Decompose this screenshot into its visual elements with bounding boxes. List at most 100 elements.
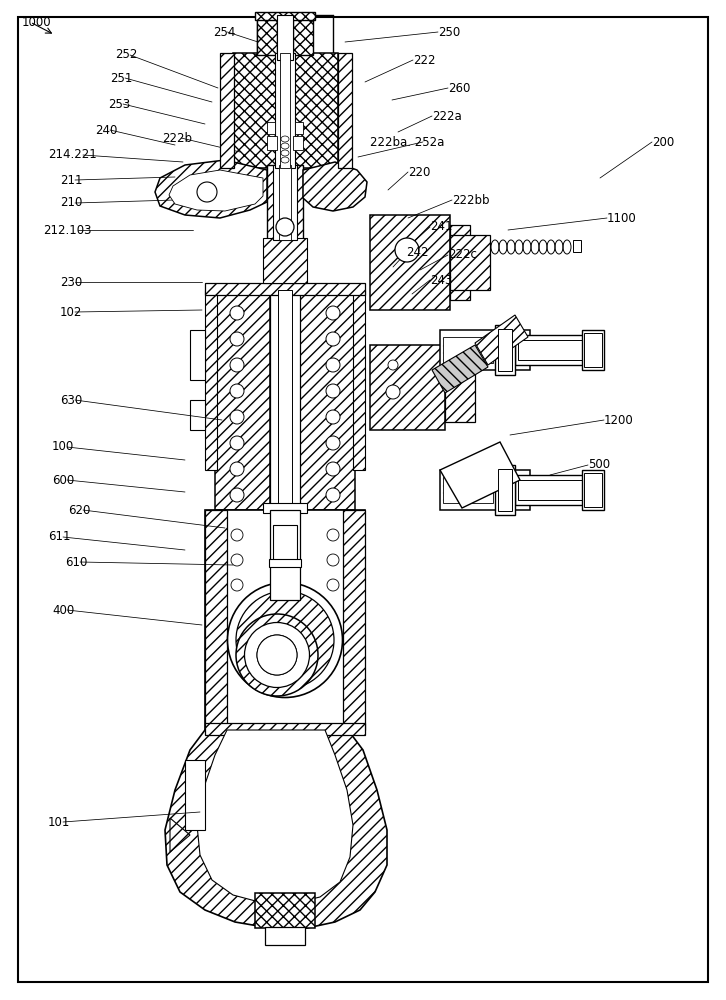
Bar <box>353 290 365 470</box>
Text: 222: 222 <box>413 53 436 66</box>
Polygon shape <box>440 442 520 508</box>
Bar <box>267 136 277 150</box>
Bar <box>445 357 475 422</box>
Polygon shape <box>197 730 353 903</box>
Text: 222b: 222b <box>162 131 192 144</box>
Text: 222a: 222a <box>432 109 462 122</box>
Bar <box>263 503 307 513</box>
Circle shape <box>276 218 294 236</box>
Bar <box>205 723 365 735</box>
Bar <box>295 122 303 134</box>
Bar <box>584 473 602 507</box>
Circle shape <box>327 529 339 541</box>
Bar <box>450 235 490 290</box>
Bar <box>582 330 604 370</box>
Circle shape <box>327 579 339 591</box>
Bar <box>279 165 291 240</box>
Bar <box>338 53 352 168</box>
Circle shape <box>326 410 340 424</box>
Circle shape <box>326 306 340 320</box>
Circle shape <box>326 384 340 398</box>
Polygon shape <box>170 818 190 852</box>
Bar <box>215 290 270 510</box>
Bar <box>263 238 307 283</box>
Circle shape <box>230 332 244 346</box>
Circle shape <box>230 462 244 476</box>
Text: 500: 500 <box>588 458 610 472</box>
Bar <box>495 465 515 515</box>
Text: 260: 260 <box>448 82 470 95</box>
Bar <box>273 165 297 240</box>
Bar <box>205 510 365 730</box>
Text: 630: 630 <box>60 393 82 406</box>
Bar <box>515 335 585 365</box>
Bar <box>293 136 303 150</box>
Ellipse shape <box>227 582 343 698</box>
Circle shape <box>230 306 244 320</box>
Text: 220: 220 <box>408 165 431 178</box>
Polygon shape <box>155 160 267 218</box>
Bar <box>270 290 300 510</box>
Text: 252: 252 <box>115 48 137 62</box>
Bar <box>220 53 234 168</box>
Circle shape <box>197 182 217 202</box>
Text: 253: 253 <box>108 98 130 110</box>
Bar <box>518 340 582 360</box>
Bar <box>343 510 365 730</box>
Bar <box>370 215 450 310</box>
Bar <box>450 225 470 300</box>
Text: 250: 250 <box>438 25 460 38</box>
Circle shape <box>326 488 340 502</box>
Bar <box>443 477 493 503</box>
Circle shape <box>386 385 400 399</box>
Circle shape <box>230 436 244 450</box>
Circle shape <box>395 238 419 262</box>
Polygon shape <box>432 345 488 393</box>
Circle shape <box>230 384 244 398</box>
Text: 600: 600 <box>52 474 74 487</box>
Text: 254: 254 <box>213 25 235 38</box>
Text: 243: 243 <box>430 273 452 286</box>
Bar <box>265 927 305 945</box>
Text: 222ba. 252a: 222ba. 252a <box>370 135 444 148</box>
Polygon shape <box>303 162 367 211</box>
Bar <box>293 15 313 55</box>
Circle shape <box>388 360 398 370</box>
Bar <box>205 510 227 730</box>
Text: 222bb: 222bb <box>452 194 489 207</box>
Text: 230: 230 <box>60 275 82 288</box>
Ellipse shape <box>245 622 309 688</box>
Bar <box>573 240 581 252</box>
Ellipse shape <box>257 635 297 675</box>
Bar <box>267 165 303 240</box>
Text: 102: 102 <box>60 306 82 318</box>
Text: 400: 400 <box>52 603 74 616</box>
Text: 210: 210 <box>60 196 82 210</box>
Circle shape <box>326 358 340 372</box>
Bar <box>498 469 512 511</box>
Circle shape <box>230 358 244 372</box>
Polygon shape <box>169 170 263 211</box>
Circle shape <box>231 529 243 541</box>
Bar <box>440 330 530 370</box>
Bar <box>370 345 445 430</box>
Bar <box>443 337 493 363</box>
Text: 200: 200 <box>652 135 674 148</box>
Bar <box>267 122 275 134</box>
Bar <box>582 470 604 510</box>
Bar <box>440 470 530 510</box>
Text: 1100: 1100 <box>607 212 637 225</box>
Text: 214.221: 214.221 <box>48 148 97 161</box>
Bar <box>205 290 217 470</box>
Bar <box>280 53 290 168</box>
Bar <box>185 760 205 830</box>
Text: 611: 611 <box>48 530 70 544</box>
Bar <box>518 480 582 500</box>
Bar <box>257 15 277 55</box>
Circle shape <box>326 436 340 450</box>
Text: 251: 251 <box>110 72 132 85</box>
Text: 212.103: 212.103 <box>43 224 91 236</box>
Text: 620: 620 <box>68 504 90 516</box>
Bar <box>515 475 585 505</box>
Circle shape <box>230 410 244 424</box>
